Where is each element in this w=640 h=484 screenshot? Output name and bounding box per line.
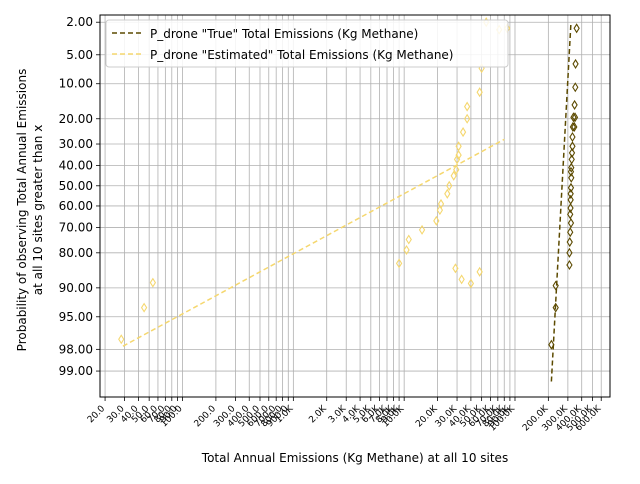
y-tick-label: 98.00: [59, 342, 93, 356]
data-point-estimated: [458, 274, 465, 285]
data-point-estimated: [436, 205, 444, 216]
data-point-estimated: [455, 141, 462, 152]
y-tick-label: 90.00: [59, 281, 93, 295]
y-tick-label: 40.00: [59, 159, 93, 173]
data-point-estimated: [459, 127, 467, 138]
y-axis-ticks: 2.00 5.00 10.00 20.00 30.00 40.00 50.00 60.00 70…: [59, 15, 100, 378]
legend-box: [105, 19, 509, 68]
y-tick-label: 2.00: [66, 15, 93, 29]
data-point-true: [571, 112, 579, 123]
data-point-estimated: [444, 188, 451, 199]
data-point-true: [566, 259, 573, 271]
y-tick-label: 70.00: [59, 221, 93, 235]
y-tick-label: 95.00: [59, 310, 93, 324]
y-tick-label: 30.00: [59, 137, 93, 151]
data-point-true: [567, 209, 574, 220]
data-point-estimated: [405, 234, 412, 245]
data-point-estimated: [140, 302, 148, 313]
x-axis-label: Total Annual Emissions (Kg Methane) at a…: [201, 451, 508, 465]
data-point-estimated: [467, 278, 475, 289]
data-point-true: [568, 147, 576, 158]
y-tick-label: 20.00: [59, 112, 93, 126]
data-point-estimated: [452, 263, 459, 274]
data-point-true: [572, 82, 579, 93]
data-point-true: [567, 227, 574, 238]
data-point-true: [572, 58, 579, 69]
y-tick-label: 80.00: [59, 246, 93, 260]
data-point-estimated: [450, 170, 457, 181]
data-point-true: [569, 121, 577, 132]
data-point-estimated: [446, 180, 453, 191]
data-point-estimated: [433, 215, 440, 226]
data-point-estimated: [149, 277, 157, 288]
data-point-true: [552, 280, 559, 291]
y-tick-label: 99.00: [59, 364, 93, 378]
data-point-true: [566, 236, 573, 248]
data-point-true: [571, 121, 578, 132]
legend-label-true: P_drone "True" Total Emissions (Kg Metha…: [150, 27, 418, 41]
y-axis-label-line-2: at all 10 sites greater than x: [31, 125, 45, 296]
data-point-estimated: [118, 334, 125, 345]
data-point-estimated: [453, 164, 460, 175]
data-point-true: [567, 202, 574, 214]
data-point-estimated: [476, 266, 483, 277]
data-point-true: [568, 162, 575, 173]
data-point-true: [568, 172, 575, 183]
x-tick-label: 2.0K: [307, 403, 329, 425]
data-point-true: [567, 166, 575, 177]
plot-marks: [118, 17, 580, 382]
data-point-estimated: [476, 87, 483, 98]
y-tick-label: 50.00: [59, 179, 93, 193]
y-tick-label: 5.00: [66, 48, 93, 62]
x-tick-label: 20.0: [86, 404, 107, 425]
data-point-true: [571, 99, 578, 110]
data-point-true: [567, 217, 575, 229]
data-point-true: [566, 247, 573, 258]
data-point-estimated: [455, 150, 462, 161]
data-point-estimated: [395, 258, 403, 269]
y-axis-label-line-1: Probability of observing Total Annual Em…: [15, 69, 29, 352]
data-point-true: [552, 302, 559, 313]
data-point-true: [569, 131, 576, 143]
grid: [100, 15, 610, 397]
data-point-estimated: [403, 244, 410, 256]
data-point-true: [567, 188, 574, 199]
data-point-estimated: [418, 224, 426, 235]
data-point-estimated: [463, 113, 471, 124]
data-point-true: [573, 23, 580, 34]
y-tick-label: 60.00: [59, 199, 93, 213]
data-point-true: [548, 339, 555, 350]
y-tick-label: 10.00: [59, 77, 93, 91]
data-point-estimated: [463, 101, 471, 112]
legend: P_drone "True" Total Emissions (Kg Metha…: [105, 19, 509, 68]
fit-line-true: [550, 22, 572, 382]
data-point-true: [567, 182, 575, 193]
data-point-true: [570, 112, 577, 123]
fit-line-estimated: [122, 138, 505, 347]
data-point-estimated: [437, 198, 445, 209]
legend-label-estimated: P_drone "Estimated" Total Emissions (Kg …: [150, 48, 454, 62]
